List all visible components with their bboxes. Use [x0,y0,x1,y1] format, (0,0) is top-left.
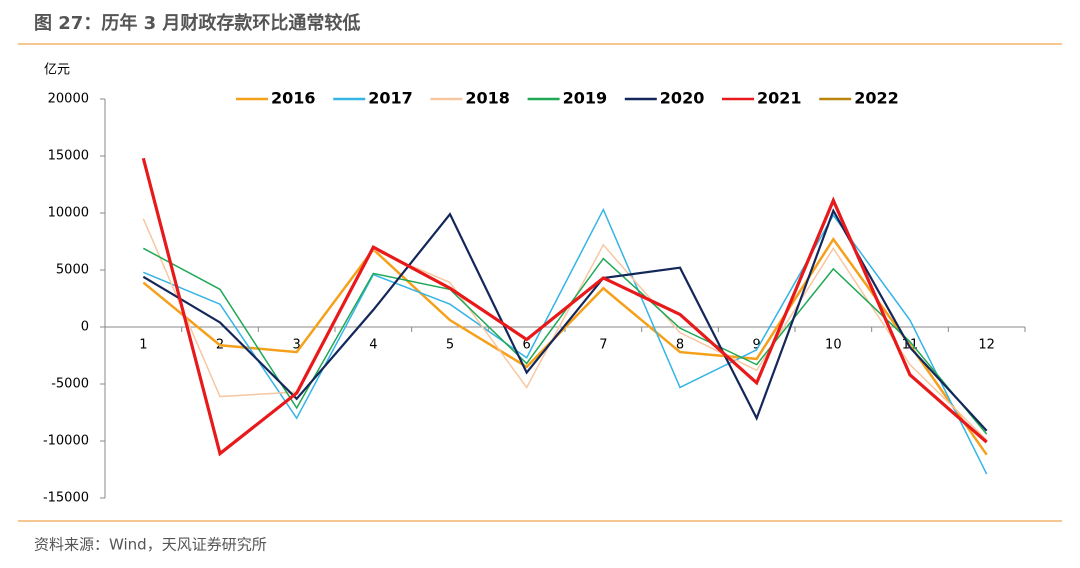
x-tick-label: 12 [978,338,995,353]
x-tick-label: 10 [825,338,842,353]
y-tick-label: 15000 [48,149,89,164]
series-line [142,208,988,432]
legend-label: 2016 [271,89,316,108]
x-tick-label: 1 [139,338,147,353]
legend-label: 2018 [465,89,510,108]
x-tick-label: 6 [523,338,531,353]
series-line [143,207,988,475]
source-note: 资料来源：Wind，天风证券研究所 [34,536,267,554]
y-tick-label: 5000 [56,263,89,278]
legend-label: 2019 [563,89,608,108]
x-tick-label: 9 [753,338,761,353]
y-axis-label: 亿元 [44,63,70,78]
legend-label: 2020 [660,89,705,108]
series-line [142,247,988,435]
y-tick-label: 20000 [48,92,89,107]
x-tick-label: 3 [293,338,301,353]
legend-label: 2017 [368,89,413,108]
x-tick-label: 5 [446,338,454,353]
legend-label: 2022 [854,89,899,108]
series-line [141,157,988,457]
y-tick-label: 0 [81,320,89,335]
x-tick-label: 4 [369,338,377,353]
legend-label: 2021 [757,89,802,108]
x-tick-label: 8 [676,338,684,353]
y-tick-label: -5000 [51,377,89,392]
x-tick-label: 7 [599,338,607,353]
chart-title: 图 27：历年 3 月财政存款环比通常较低 [34,12,360,34]
series-line [142,237,988,456]
y-tick-label: -10000 [43,434,89,449]
y-tick-label: -15000 [43,491,89,506]
y-tick-label: 10000 [48,206,89,221]
series-line [142,218,988,441]
